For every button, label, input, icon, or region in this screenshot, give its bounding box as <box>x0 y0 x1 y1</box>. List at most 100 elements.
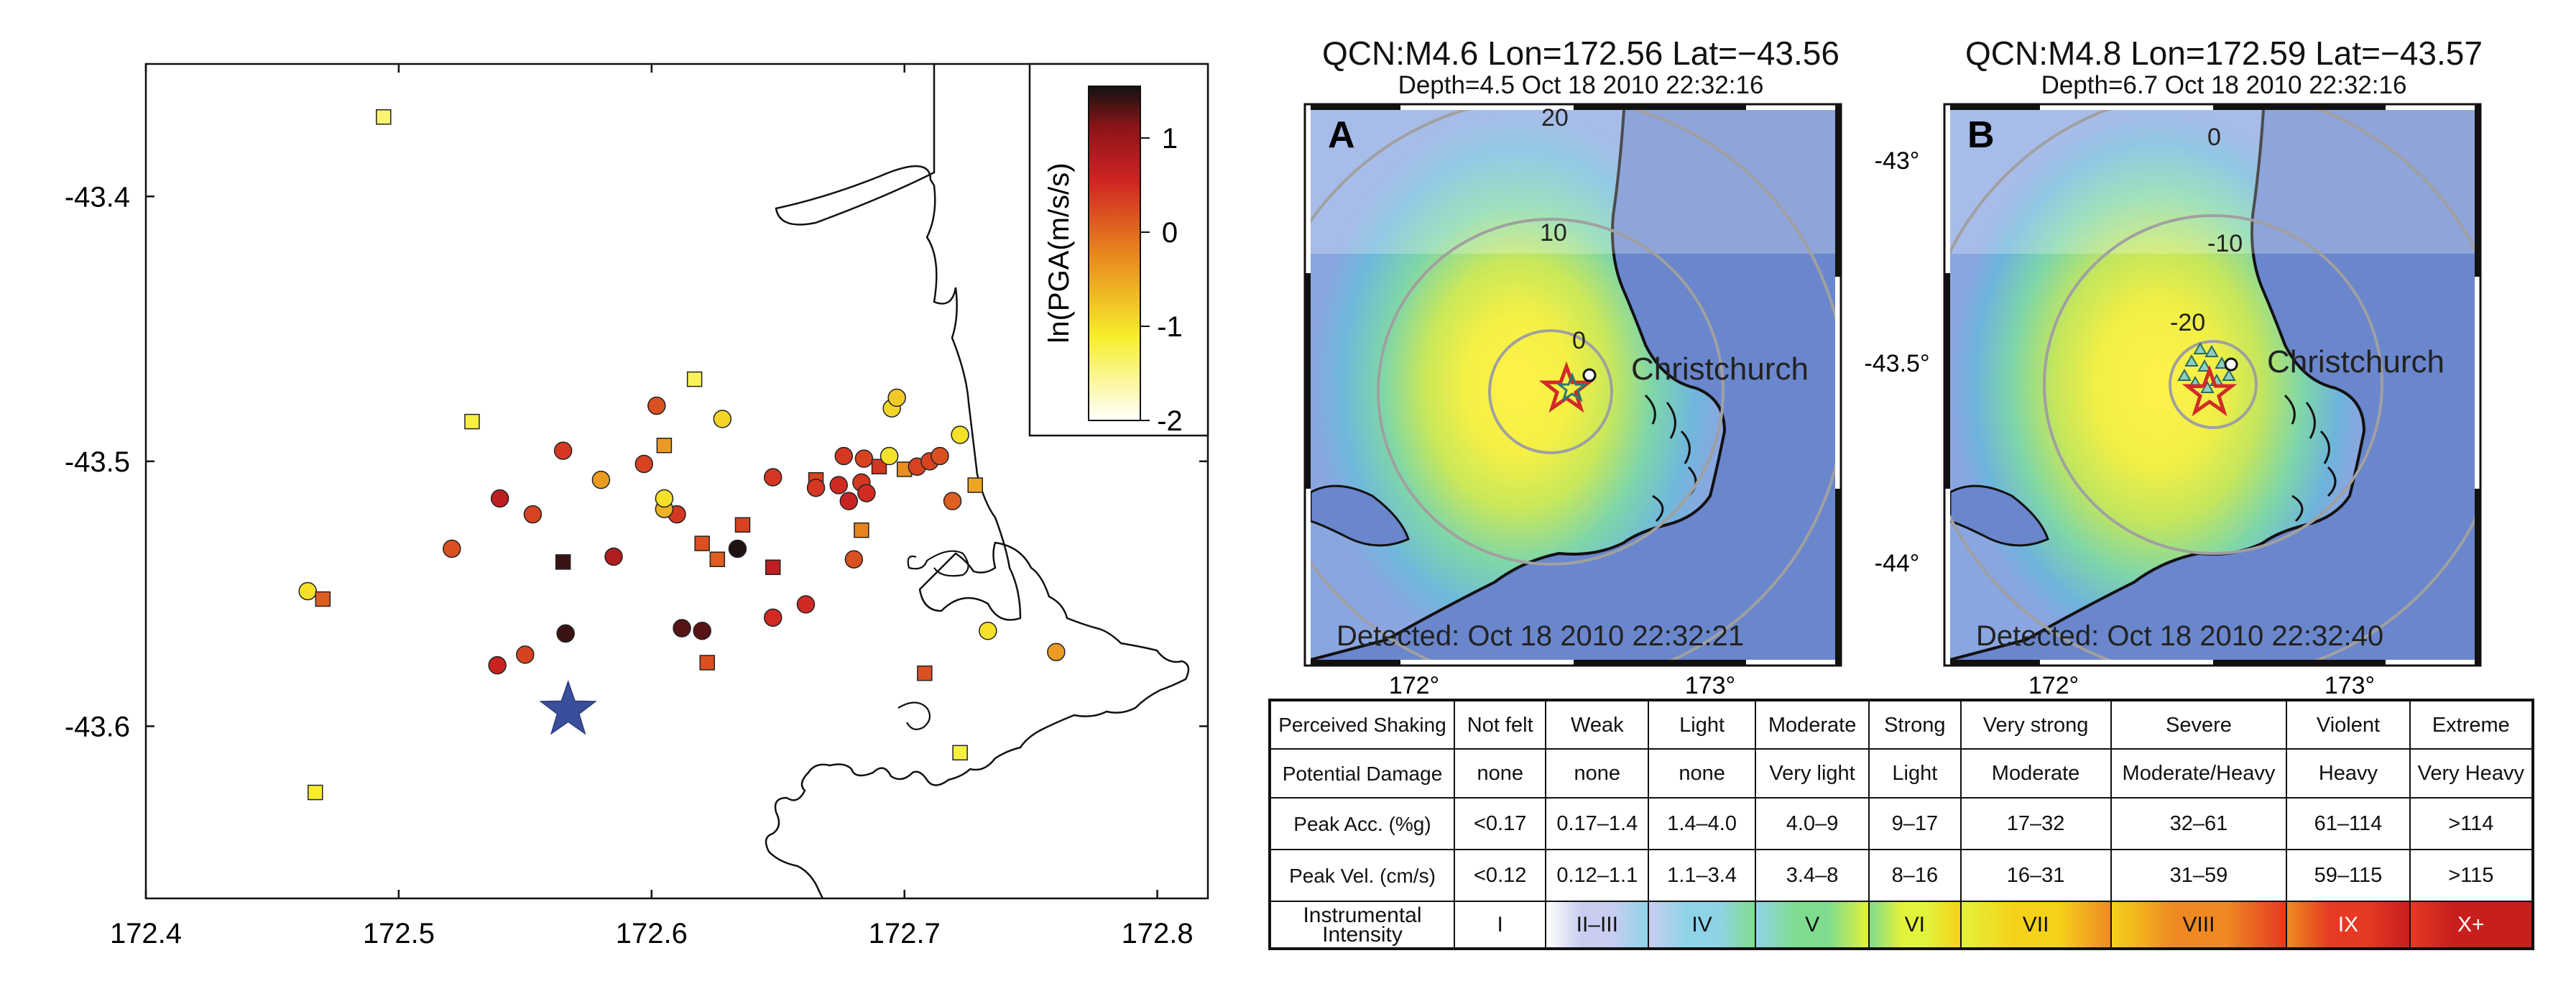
station-circle-marker <box>553 441 573 460</box>
x-axis-ticks: 172.4 172.5 172.6 172.7 172.8 <box>110 64 1194 949</box>
row-header-damage: Potential Damage <box>1269 748 1455 799</box>
station-circle-marker <box>857 484 876 502</box>
station-circle-marker <box>693 621 711 640</box>
lat-tick-43-5: -43.5° <box>1864 350 1929 377</box>
shaking-cell: Very strong <box>1959 699 2112 750</box>
y-tick-label: -43.6 <box>65 711 130 742</box>
map-b-coastline <box>1950 110 2366 660</box>
shaking-cell: Strong <box>1868 699 1962 750</box>
map-b-title-line1: QCN:M4.8 Lon=172.59 Lat=−43.57 <box>1965 34 2483 72</box>
map-b-station-triangles <box>2177 341 2236 393</box>
shaking-cell: Violent <box>2286 699 2411 750</box>
station-circle-marker <box>298 581 317 601</box>
station-circle-marker <box>490 489 509 508</box>
station-circle-marker <box>1047 643 1066 661</box>
lat-tick-44: -44° <box>1875 550 1920 577</box>
map-b-contour-label-m10: -10 <box>2207 230 2243 257</box>
shaking-cell: Extreme <box>2409 699 2534 750</box>
intensity-cell: VI <box>1868 901 1962 949</box>
station-circle-marker <box>979 621 997 640</box>
acc-cell: 0.17–1.4 <box>1545 797 1650 850</box>
vel-cell: 8–16 <box>1868 849 1962 902</box>
y-tick-label: -43.5 <box>65 446 130 478</box>
station-circle-marker <box>523 505 543 524</box>
station-circle-marker <box>829 476 848 494</box>
station-circle-marker <box>673 619 691 638</box>
map-b-land <box>1950 110 2364 660</box>
map-b: B 0 -10 -20 Christchurch Detected: Oct 1… <box>1943 103 2482 699</box>
damage-cell: Very light <box>1755 748 1870 799</box>
station-square-marker <box>694 535 710 551</box>
colorbar-tick-label: 1 <box>1162 123 1178 155</box>
row-header-acceleration: Peak Acc. (%g) <box>1269 797 1455 850</box>
harbour-outline <box>897 701 931 730</box>
row-intensity: Instrumental Intensity I II–III IV V VI … <box>1269 901 2534 949</box>
station-circle-marker <box>728 539 747 558</box>
map-b-city-dot <box>2224 357 2238 372</box>
map-a-contour-label-0: 0 <box>1572 327 1586 354</box>
station-circle-marker <box>488 655 507 675</box>
station-square-marker <box>555 554 571 570</box>
coastline <box>765 64 1190 899</box>
damage-cell: Very Heavy <box>2409 748 2534 799</box>
damage-cell: Moderate/Heavy <box>2110 748 2288 799</box>
colorbar-tick-label: -1 <box>1157 311 1183 343</box>
acc-cell: 4.0–9 <box>1755 797 1870 850</box>
map-a-title-line2: Depth=4.5 Oct 18 2010 22:32:16 <box>1398 71 1764 99</box>
damage-cell: Light <box>1868 748 1962 799</box>
station-square-marker <box>734 517 751 533</box>
vel-cell: 0.12–1.1 <box>1545 849 1650 902</box>
station-square-marker <box>656 437 673 454</box>
station-circle-marker <box>880 446 899 466</box>
intensity-cell: VIII <box>2110 901 2288 949</box>
station-circle-marker <box>887 388 906 408</box>
vel-cell: 59–115 <box>2286 849 2411 902</box>
acc-cell: 9–17 <box>1868 797 1962 850</box>
vel-cell: 16–31 <box>1959 849 2112 902</box>
row-header-shaking: Perceived Shaking <box>1269 699 1455 750</box>
intensity-cell: IV <box>1648 901 1757 949</box>
intensity-cell: X+ <box>2409 901 2534 949</box>
station-circle-marker <box>951 425 969 444</box>
map-a-detected: Detected: Oct 18 2010 22:32:21 <box>1337 620 1744 652</box>
station-circle-marker <box>763 608 783 627</box>
map-a-contour-label-10: 10 <box>1540 219 1567 247</box>
station-square-marker <box>464 413 480 430</box>
station-circle-marker <box>806 478 826 497</box>
station-circle-marker <box>647 396 666 415</box>
row-header-velocity: Peak Vel. (cm/s) <box>1269 849 1455 902</box>
damage-cell: none <box>1545 748 1650 799</box>
map-a-title: QCN:M4.6 Lon=172.56 Lat=−43.56 Depth=4.5… <box>1265 34 1897 99</box>
station-circle-marker <box>854 449 874 468</box>
map-b-title: QCN:M4.8 Lon=172.59 Lat=−43.57 Depth=6.7… <box>1908 34 2540 99</box>
station-circle-marker <box>604 547 623 566</box>
map-a-panel-label: A <box>1328 114 1355 156</box>
detection-maps: A 20 10 0 Christchurch Detected: Oct 18 … <box>1222 93 2576 699</box>
acc-cell: 61–114 <box>2286 797 2411 850</box>
damage-cell: Heavy <box>2286 748 2411 799</box>
station-circle-marker <box>655 489 674 508</box>
x-tick-label: 172.4 <box>110 918 182 949</box>
y-tick-label: -43.4 <box>65 181 130 213</box>
station-square-marker <box>699 655 715 671</box>
map-a: A 20 10 0 Christchurch Detected: Oct 18 … <box>1303 103 1842 699</box>
map-a-xtick-173: 173° <box>1685 672 1735 697</box>
damage-cell: none <box>1453 748 1547 799</box>
row-header-intensity: Instrumental Intensity <box>1269 901 1455 949</box>
shaking-cell: Weak <box>1545 699 1650 750</box>
vel-cell: 3.4–8 <box>1755 849 1870 902</box>
map-b-xtick-173: 173° <box>2325 672 2375 697</box>
vel-cell: 31–59 <box>2110 849 2288 902</box>
damage-cell: Moderate <box>1959 748 2112 799</box>
intensity-cell: V <box>1755 901 1870 949</box>
colorbar-gradient <box>1088 86 1141 421</box>
colorbar: ln(PGA(m/s/s) 1 0 -1 -2 <box>1028 63 1209 437</box>
x-tick-label: 172.8 <box>1122 918 1194 949</box>
vel-cell: 1.1–3.4 <box>1648 849 1757 902</box>
station-square-marker <box>967 477 983 493</box>
map-a-contour-label-20: 20 <box>1541 104 1569 132</box>
map-b-detected: Detected: Oct 18 2010 22:32:40 <box>1976 620 2383 652</box>
row-velocity: Peak Vel. (cm/s) <0.12 0.12–1.1 1.1–3.4 … <box>1269 849 2534 902</box>
map-a-epicenter-icon <box>1538 361 1594 413</box>
station-circle-marker <box>443 539 461 558</box>
